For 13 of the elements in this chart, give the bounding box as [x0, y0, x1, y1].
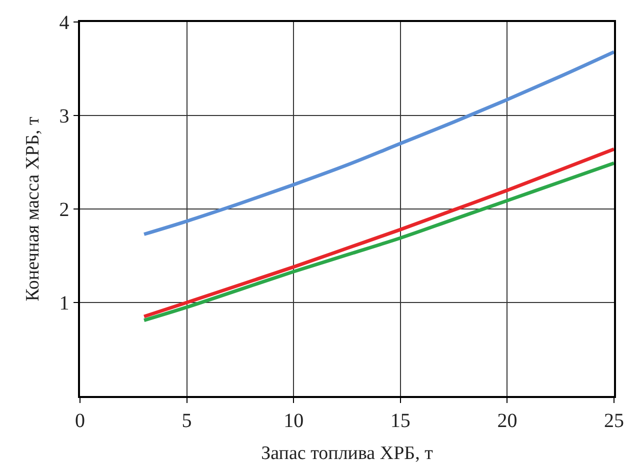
- y-tick-label: 3: [59, 106, 70, 128]
- x-axis-title: Запас топлива ХРБ, т: [261, 443, 434, 464]
- y-tick-label: 2: [59, 199, 70, 221]
- line-series: [142, 50, 614, 236]
- x-tick-label: 20: [497, 410, 518, 432]
- y-axis-title: Конечная масса ХРБ, т: [22, 116, 44, 302]
- x-tick-label: 0: [75, 410, 85, 432]
- x-tick-label: 25: [604, 410, 624, 432]
- x-tick-label: 5: [182, 410, 192, 432]
- y-tick-label: 4: [59, 12, 70, 34]
- y-tick-label: 1: [59, 292, 70, 314]
- x-tick-label: 10: [284, 410, 304, 432]
- x-tick-label: 15: [390, 410, 410, 432]
